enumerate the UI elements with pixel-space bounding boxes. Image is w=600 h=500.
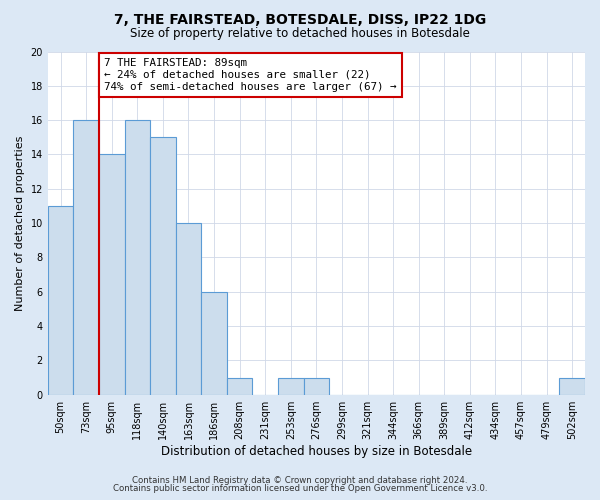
Y-axis label: Number of detached properties: Number of detached properties [15, 136, 25, 311]
Bar [559, 378, 585, 394]
Bar [150, 138, 176, 394]
Bar [48, 206, 73, 394]
Text: Size of property relative to detached houses in Botesdale: Size of property relative to detached ho… [130, 28, 470, 40]
Text: Contains HM Land Registry data © Crown copyright and database right 2024.: Contains HM Land Registry data © Crown c… [132, 476, 468, 485]
Text: 7, THE FAIRSTEAD, BOTESDALE, DISS, IP22 1DG: 7, THE FAIRSTEAD, BOTESDALE, DISS, IP22 … [114, 12, 486, 26]
Bar [278, 378, 304, 394]
X-axis label: Distribution of detached houses by size in Botesdale: Distribution of detached houses by size … [161, 444, 472, 458]
Bar [73, 120, 99, 394]
Bar [176, 223, 201, 394]
Text: Contains public sector information licensed under the Open Government Licence v3: Contains public sector information licen… [113, 484, 487, 493]
Bar [99, 154, 125, 394]
Bar [125, 120, 150, 394]
Bar [201, 292, 227, 395]
Bar [304, 378, 329, 394]
Bar [227, 378, 253, 394]
Text: 7 THE FAIRSTEAD: 89sqm
← 24% of detached houses are smaller (22)
74% of semi-det: 7 THE FAIRSTEAD: 89sqm ← 24% of detached… [104, 58, 397, 92]
